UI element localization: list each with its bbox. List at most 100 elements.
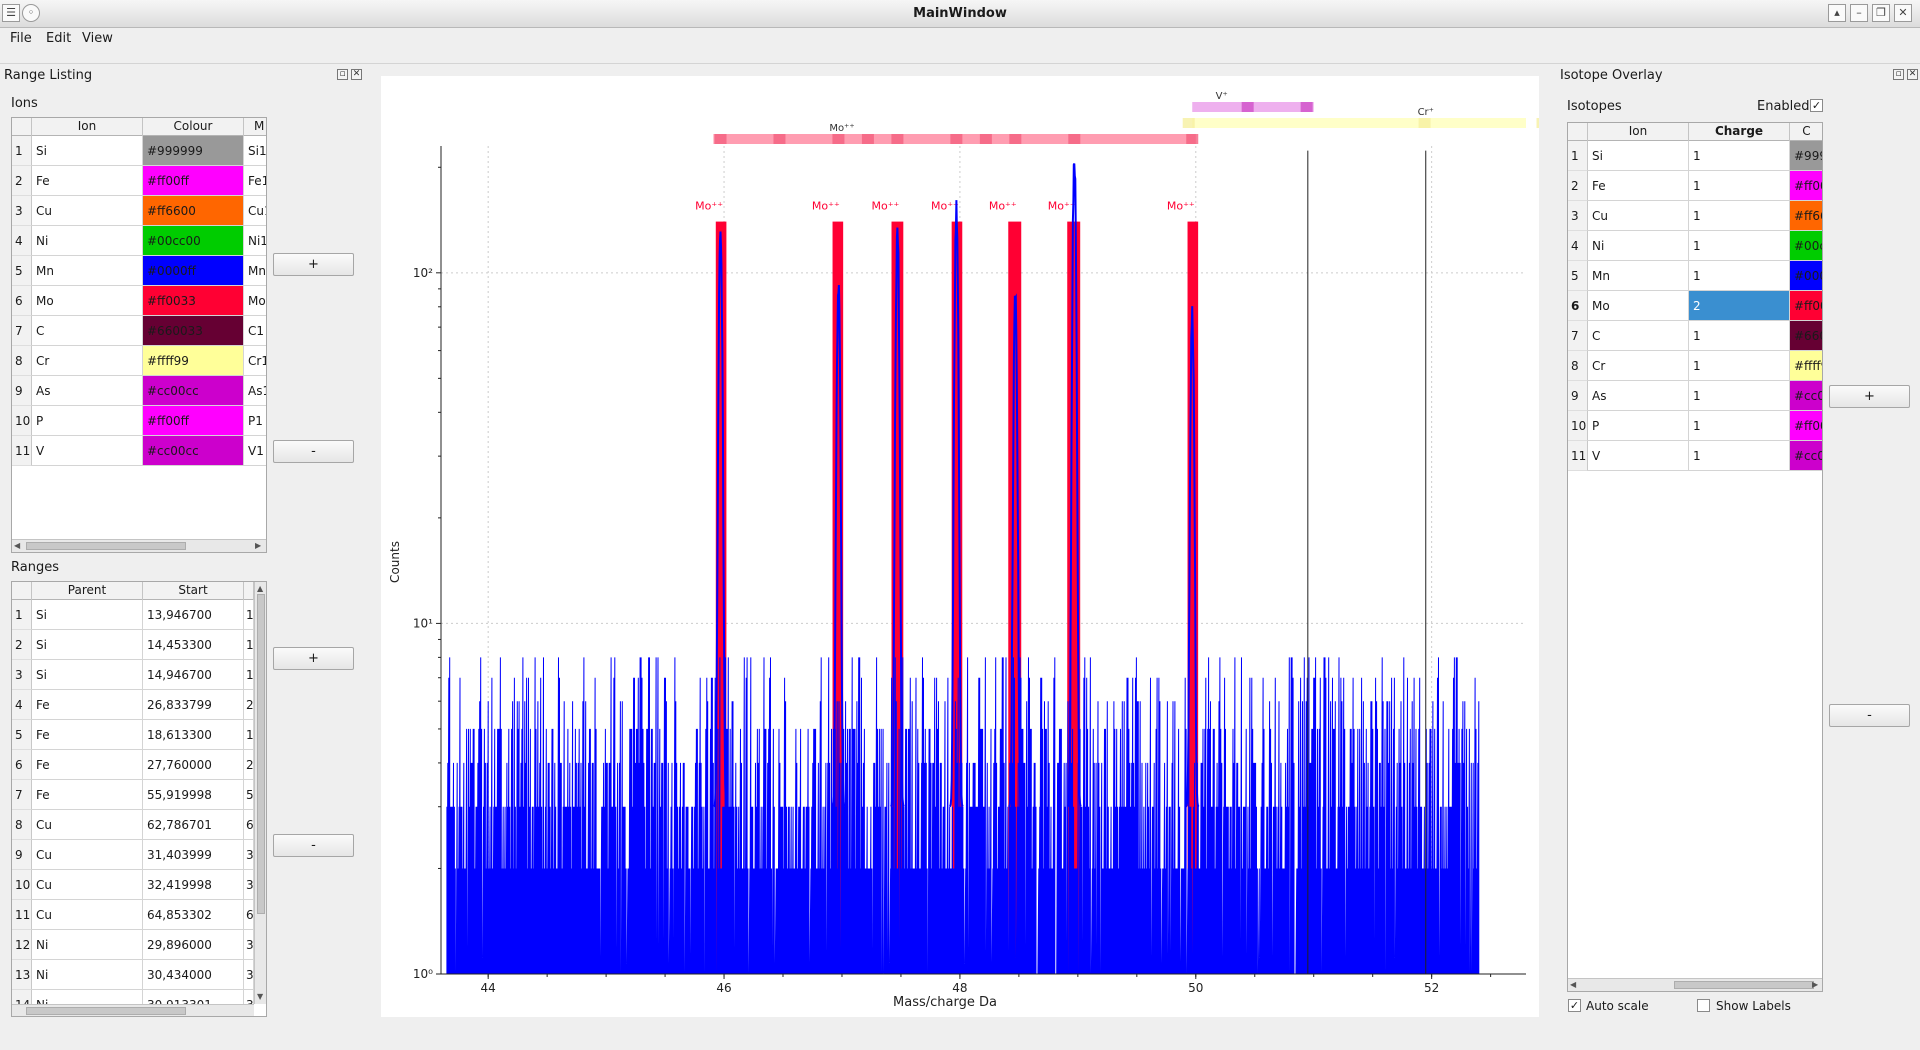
ion-mass-cell[interactable]: Si1: [244, 136, 266, 166]
range-end-cell[interactable]: 27: [244, 690, 254, 720]
isotope-colour-cell[interactable]: #660: [1790, 321, 1822, 351]
row-number[interactable]: 1: [1568, 141, 1588, 171]
row-number[interactable]: 3: [12, 660, 32, 690]
row-number[interactable]: 8: [12, 810, 32, 840]
dock-float-icon[interactable]: ▫: [1893, 69, 1904, 80]
table-row[interactable]: 3Cu#ff6600Cu1: [12, 196, 266, 226]
row-number[interactable]: 5: [12, 256, 32, 286]
add-range-button[interactable]: +: [273, 647, 354, 670]
row-number[interactable]: 7: [12, 316, 32, 346]
range-end-cell[interactable]: 14: [244, 630, 254, 660]
row-number[interactable]: 10: [12, 870, 32, 900]
isotope-colour-cell[interactable]: #ff00: [1790, 411, 1822, 441]
isotopes-table[interactable]: Ion Charge C 1Si1#9992Fe1#ff003Cu1#ff664…: [1567, 122, 1823, 992]
table-row[interactable]: 9 As 1 #cc0: [1568, 381, 1822, 411]
isotope-colour-cell[interactable]: #ffff9: [1790, 351, 1822, 381]
ion-colour-cell[interactable]: #660033: [143, 316, 244, 346]
range-end-cell[interactable]: 65: [244, 900, 254, 930]
scroll-right-icon[interactable]: ▶: [1812, 980, 1819, 989]
range-parent-cell[interactable]: Fe: [32, 690, 143, 720]
isotope-ion-cell[interactable]: V: [1588, 441, 1689, 471]
row-number[interactable]: 5: [1568, 261, 1588, 291]
row-number[interactable]: 5: [12, 720, 32, 750]
row-number[interactable]: 12: [12, 930, 32, 960]
range-end-cell[interactable]: 31: [244, 840, 254, 870]
table-row[interactable]: 7 C #660033 C1: [12, 316, 266, 346]
col-header-colour[interactable]: Colour: [143, 118, 244, 136]
col-header-ion[interactable]: Ion: [1588, 123, 1689, 141]
range-parent-cell[interactable]: Cu: [32, 840, 143, 870]
isotope-ion-cell[interactable]: P: [1588, 411, 1689, 441]
remove-range-button[interactable]: -: [273, 834, 354, 857]
range-end-cell[interactable]: 18: [244, 720, 254, 750]
row-number[interactable]: 2: [1568, 171, 1588, 201]
range-start-cell[interactable]: 31,403999: [143, 840, 244, 870]
range-parent-cell[interactable]: Cu: [32, 810, 143, 840]
show-labels-checkbox[interactable]: [1697, 999, 1710, 1012]
row-number[interactable]: 4: [12, 226, 32, 256]
ion-mass-cell[interactable]: Cr1: [244, 346, 266, 376]
scroll-thumb[interactable]: [1674, 981, 1814, 989]
ion-colour-cell[interactable]: #cc00cc: [143, 376, 244, 406]
range-end-cell[interactable]: 30: [244, 960, 254, 990]
range-parent-cell[interactable]: Fe: [32, 720, 143, 750]
ion-mass-cell[interactable]: C1: [244, 316, 266, 346]
ion-name-cell[interactable]: Cu: [32, 196, 143, 226]
range-end-cell[interactable]: 15: [244, 660, 254, 690]
range-parent-cell[interactable]: Ni: [32, 930, 143, 960]
ion-mass-cell[interactable]: V1: [244, 436, 266, 466]
table-row[interactable]: 6Mo#ff0033Mo1: [12, 286, 266, 316]
isotope-charge-cell[interactable]: 1: [1689, 201, 1790, 231]
row-number[interactable]: 3: [1568, 201, 1588, 231]
col-header-mass[interactable]: M: [244, 118, 266, 136]
range-parent-cell[interactable]: Si: [32, 600, 143, 630]
range-parent-cell[interactable]: Fe: [32, 750, 143, 780]
range-start-cell[interactable]: 62,786701: [143, 810, 244, 840]
isotope-charge-cell[interactable]: 1: [1689, 171, 1790, 201]
table-row[interactable]: 4 Ni 1 #00c: [1568, 231, 1822, 261]
range-start-cell[interactable]: 18,613300: [143, 720, 244, 750]
menu-edit[interactable]: Edit: [46, 31, 72, 46]
dock-float-icon[interactable]: ▫: [337, 69, 348, 80]
isotope-ion-cell[interactable]: C: [1588, 321, 1689, 351]
isotope-colour-cell[interactable]: #ff00: [1790, 171, 1822, 201]
isotope-charge-cell[interactable]: 1: [1689, 141, 1790, 171]
scroll-right-icon[interactable]: ▶: [255, 541, 262, 550]
ion-colour-cell[interactable]: #cc00cc: [143, 436, 244, 466]
spectrum-plot-panel[interactable]: Mo⁺⁺ V⁺ Cr⁺ Mo⁺⁺ Mo⁺⁺ Mo⁺⁺ Mo⁺⁺ Mo⁺⁺ Mo⁺⁺ Mo⁺⁺ 4…: [381, 76, 1539, 1017]
range-parent-cell[interactable]: Si: [32, 660, 143, 690]
row-number[interactable]: 10: [12, 406, 32, 436]
ion-mass-cell[interactable]: As1: [244, 376, 266, 406]
range-end-cell[interactable]: 28: [244, 750, 254, 780]
isotope-charge-cell[interactable]: 1: [1689, 321, 1790, 351]
isotope-colour-cell[interactable]: #000: [1790, 261, 1822, 291]
isotope-colour-cell[interactable]: #00c: [1790, 231, 1822, 261]
row-number[interactable]: 13: [12, 960, 32, 990]
isotope-charge-cell[interactable]: 1: [1689, 441, 1790, 471]
ion-colour-cell[interactable]: #999999: [143, 136, 244, 166]
row-number[interactable]: 9: [1568, 381, 1588, 411]
ion-mass-cell[interactable]: Cu1: [244, 196, 266, 226]
window-minimize-icon[interactable]: –: [1850, 4, 1868, 22]
col-header-colour[interactable]: C: [1790, 123, 1822, 141]
row-number[interactable]: 9: [12, 376, 32, 406]
range-end-cell[interactable]: 56: [244, 780, 254, 810]
ion-mass-cell[interactable]: Fe1: [244, 166, 266, 196]
window-up-icon[interactable]: ▴: [1828, 4, 1846, 22]
isotope-ion-cell[interactable]: Fe: [1588, 171, 1689, 201]
add-ion-button[interactable]: +: [273, 253, 354, 276]
table-row[interactable]: 5Mn#0000ffMn1: [12, 256, 266, 286]
range-start-cell[interactable]: 14,453300: [143, 630, 244, 660]
window-pin-icon[interactable]: ◦: [22, 4, 40, 22]
ion-name-cell[interactable]: Cr: [32, 346, 143, 376]
remove-ion-button[interactable]: -: [273, 440, 354, 463]
